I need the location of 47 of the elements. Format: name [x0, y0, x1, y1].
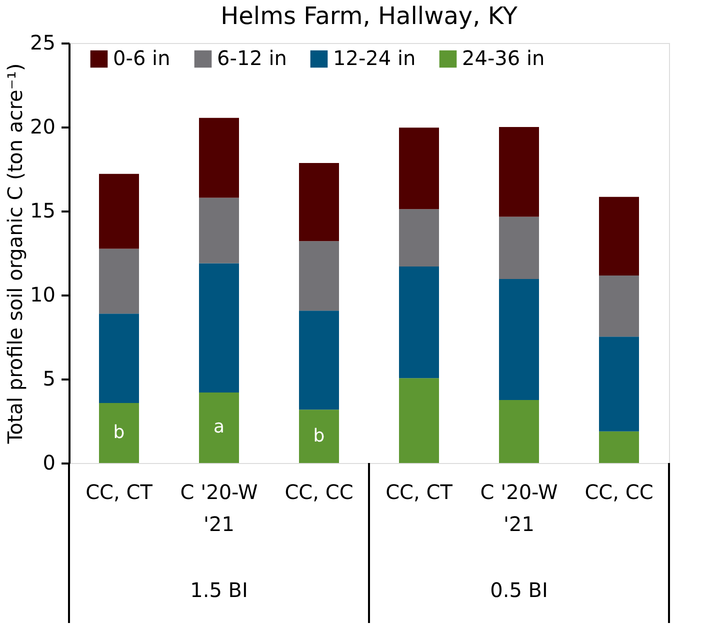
- bar: [99, 403, 139, 463]
- y-tick-label: 0: [42, 450, 56, 474]
- bar: [299, 162, 339, 242]
- text: 1.5 BI: [190, 578, 248, 602]
- legend-label: 12-24 in: [333, 46, 416, 70]
- data-label: a: [213, 416, 225, 438]
- y-tick-label: 15: [30, 198, 56, 222]
- y-axis-title: Total profile soil organic C (ton acre⁻¹): [3, 63, 28, 445]
- bar: [499, 127, 539, 217]
- bar: [499, 279, 539, 400]
- bar: [599, 196, 639, 276]
- bar: [199, 118, 239, 198]
- x-tick-label: C '20-W '21: [180, 480, 258, 536]
- bar: [99, 314, 139, 404]
- x-tick-label: CC, CC: [284, 480, 354, 504]
- bar: [499, 216, 539, 280]
- x-tick-label: CC, CC: [584, 480, 654, 504]
- data-label: b: [313, 425, 325, 446]
- y-tick-label: 5: [42, 366, 56, 390]
- bar: [199, 392, 239, 463]
- x-tick-label: CC, CT: [86, 480, 154, 504]
- bar: [599, 276, 639, 337]
- text: 0.5 BI: [490, 578, 548, 602]
- bar: [399, 266, 439, 378]
- legend-label: 6-12 in: [217, 46, 287, 70]
- legend-label: 24-36 in: [462, 46, 545, 70]
- x-tick-label: C '20-W '21: [480, 480, 558, 536]
- bar: [599, 431, 639, 463]
- bar: [99, 174, 139, 249]
- x-tick-label: CC, CT: [386, 480, 454, 504]
- bar: [299, 410, 339, 463]
- legend-label: 0-6 in: [113, 46, 170, 70]
- bar: [99, 248, 139, 314]
- bar: [299, 310, 339, 410]
- chart-title: Helms Farm, Hallway, KY: [220, 2, 518, 30]
- bar: [399, 209, 439, 266]
- y-tick-label: 10: [30, 282, 56, 306]
- bar: [599, 336, 639, 432]
- bar: [499, 400, 539, 463]
- bar: [399, 378, 439, 463]
- bar: [299, 241, 339, 311]
- bar: [399, 128, 439, 210]
- bar: [199, 263, 239, 392]
- y-tick-label: 20: [30, 114, 56, 138]
- data-label: b: [113, 422, 125, 444]
- bar: [199, 198, 239, 264]
- y-tick-label: 25: [30, 30, 56, 54]
